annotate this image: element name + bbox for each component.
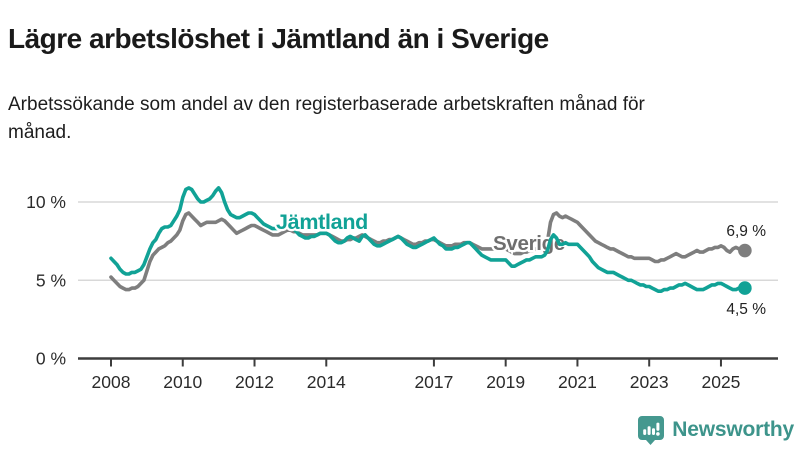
x-axis-tick-label: 2019 <box>486 372 525 392</box>
y-axis-tick-label: 5 % <box>36 270 66 290</box>
x-axis-tick-label: 2008 <box>92 372 131 392</box>
x-axis-tick-label: 2014 <box>307 372 346 392</box>
newsworthy-logo: Newsworthy <box>637 415 794 445</box>
series-end-dot-jämtland <box>738 281 752 295</box>
x-axis-tick-label: 2021 <box>558 372 597 392</box>
newsworthy-bubble-chart-icon <box>638 416 665 445</box>
series-end-value-label: 6,9 % <box>726 223 766 240</box>
x-axis-tick-label: 2012 <box>235 372 274 392</box>
page-title: Lägre arbetslöshet i Jämtland än i Sveri… <box>8 22 549 54</box>
series-line-jämtland <box>109 186 747 294</box>
x-axis-tick-label: 2010 <box>163 372 202 392</box>
series-name-label-jämtland: Jämtland <box>276 210 368 234</box>
newsworthy-logo-text: Newsworthy <box>672 418 794 441</box>
series-end-dot-sverige <box>738 243 752 258</box>
x-axis-tick-label: 2017 <box>414 372 453 392</box>
chart-subtitle: Arbetssökande som andel av den registerb… <box>8 94 645 143</box>
series-end-value-label: 4,5 % <box>726 301 766 318</box>
y-axis-tick-label: 0 % <box>36 349 66 369</box>
x-axis-tick-label: 2023 <box>630 372 669 392</box>
x-axis-tick-label: 2025 <box>701 372 740 392</box>
series-line-sverige <box>109 211 747 292</box>
y-axis-tick-label: 10 % <box>26 192 66 212</box>
